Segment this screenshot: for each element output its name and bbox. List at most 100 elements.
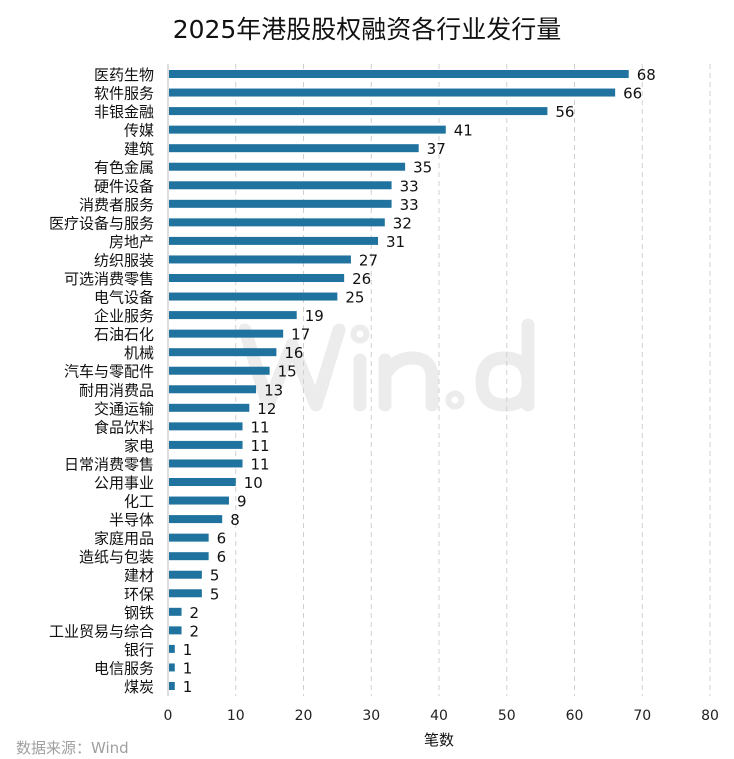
data-label: 37 [427, 140, 446, 158]
bar [169, 459, 243, 468]
bar [169, 589, 202, 598]
x-tick-label: 20 [295, 708, 313, 724]
data-label: 35 [413, 159, 432, 177]
source-note: 数据来源：Wind [16, 739, 129, 757]
bar [169, 181, 392, 190]
x-tick-label: 10 [227, 708, 245, 724]
category-label: 家电 [124, 437, 154, 455]
bar [169, 255, 351, 264]
data-label: 32 [393, 214, 412, 232]
category-label: 半导体 [109, 511, 154, 529]
category-label: 建材 [124, 567, 154, 585]
bar [169, 663, 175, 672]
data-label: 33 [400, 177, 419, 195]
category-label: 耐用消费品 [79, 381, 154, 399]
x-tick-label: 0 [164, 708, 173, 724]
x-tick-label: 70 [633, 708, 651, 724]
watermark-letter-w [238, 323, 346, 412]
bar [169, 626, 182, 635]
bar [169, 440, 243, 449]
category-label: 传媒 [124, 122, 154, 140]
bar [169, 144, 419, 153]
data-label: 1 [183, 659, 193, 677]
data-label: 11 [251, 418, 270, 436]
bar [169, 292, 338, 301]
data-label: 19 [305, 307, 324, 325]
bar [169, 274, 345, 282]
x-tick-label: 80 [701, 708, 719, 724]
category-label: 非银金融 [94, 103, 154, 121]
bar [169, 348, 277, 357]
bar [169, 218, 385, 227]
bar [169, 88, 616, 97]
category-label: 房地产 [109, 233, 154, 251]
bar [169, 607, 182, 616]
x-axis-label: 笔数 [424, 731, 454, 749]
category-label: 环保 [124, 585, 154, 603]
data-label: 68 [637, 66, 656, 84]
bar [169, 422, 243, 431]
data-label: 16 [284, 344, 303, 362]
bar [169, 329, 284, 338]
data-label: 9 [237, 493, 247, 511]
category-label: 化工 [124, 493, 154, 511]
bar [169, 478, 236, 486]
data-label: 17 [291, 326, 310, 344]
x-tick-label: 60 [566, 708, 584, 724]
data-label: 12 [257, 400, 276, 418]
data-label: 15 [278, 363, 297, 381]
category-label: 公用事业 [94, 474, 154, 492]
bar [169, 570, 202, 579]
bar [169, 682, 175, 690]
data-label: 41 [454, 122, 473, 140]
category-label: 软件服务 [94, 85, 154, 103]
x-tick-label: 40 [430, 708, 448, 724]
watermark-letter-d [475, 318, 535, 412]
category-label: 食品饮料 [94, 418, 154, 436]
x-tick-label: 30 [362, 708, 380, 724]
category-label: 医疗设备与服务 [49, 214, 154, 232]
category-label: 纺织服装 [94, 251, 154, 269]
bar [169, 107, 548, 116]
data-label: 2 [190, 604, 200, 622]
category-label: 工业贸易与综合 [49, 622, 154, 640]
category-label: 机械 [124, 344, 154, 362]
bar [169, 533, 209, 542]
data-label: 1 [183, 641, 193, 659]
category-label: 造纸与包装 [79, 548, 154, 566]
data-label: 56 [555, 103, 574, 121]
data-label: 10 [244, 474, 263, 492]
data-label: 11 [251, 437, 270, 455]
data-label: 2 [190, 622, 200, 640]
data-label: 11 [251, 455, 270, 473]
data-label: 8 [230, 511, 240, 529]
bar [169, 552, 209, 561]
watermark-dot [445, 390, 465, 410]
category-label: 汽车与零配件 [64, 363, 154, 381]
bar [169, 311, 297, 320]
data-label: 33 [400, 196, 419, 214]
data-label: 26 [352, 270, 371, 288]
data-label: 31 [386, 233, 405, 251]
bar [169, 515, 223, 524]
category-label: 银行 [124, 641, 154, 659]
category-label: 可选消费零售 [64, 270, 154, 288]
data-label: 5 [210, 585, 220, 603]
data-label: 13 [264, 381, 283, 399]
bar [169, 403, 250, 412]
bar [169, 385, 257, 394]
category-label: 电气设备 [94, 289, 154, 307]
category-label: 有色金属 [94, 159, 154, 177]
category-label: 硬件设备 [94, 177, 154, 195]
data-label: 5 [210, 567, 220, 585]
bar [169, 199, 392, 208]
bar [169, 162, 406, 171]
category-label: 钢铁 [124, 604, 154, 622]
bar [169, 496, 229, 505]
data-label: 27 [359, 251, 378, 269]
bar [169, 125, 446, 134]
category-label: 石油石化 [94, 326, 154, 344]
category-label: 日常消费零售 [64, 455, 154, 473]
category-label: 交通运输 [94, 400, 154, 418]
x-tick-label: 50 [498, 708, 516, 724]
